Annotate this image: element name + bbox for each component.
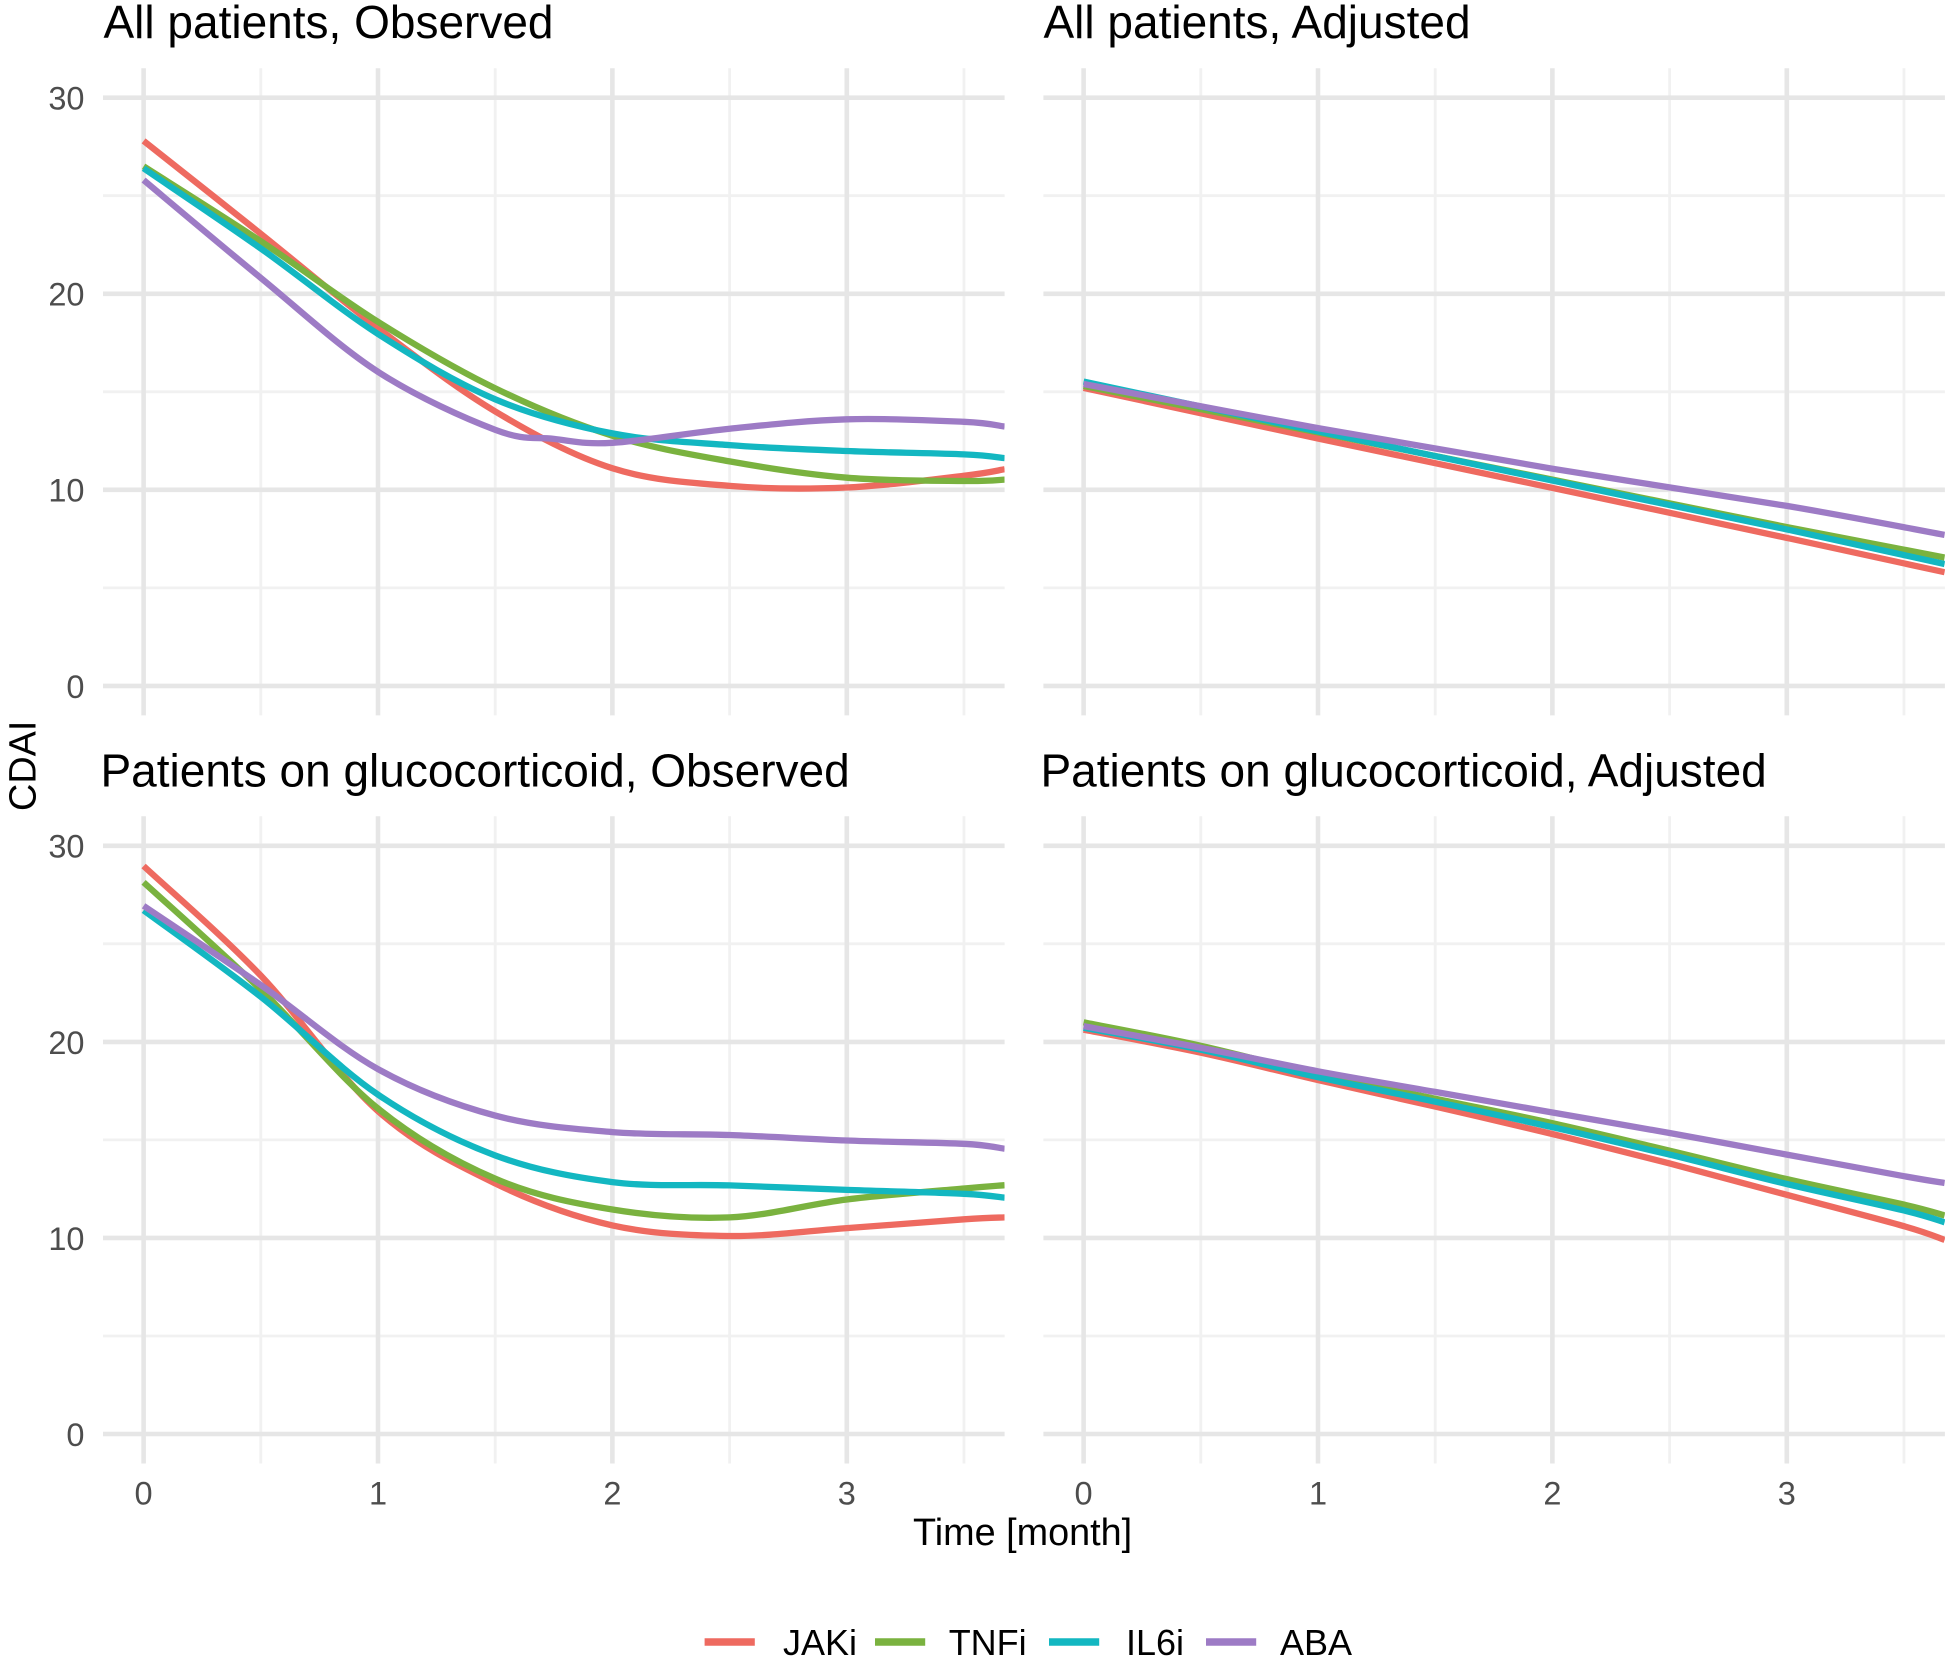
svg-text:3: 3 <box>1778 1476 1796 1512</box>
svg-text:0: 0 <box>66 669 84 705</box>
svg-text:Patients on glucocorticoid, Ob: Patients on glucocorticoid, Observed <box>101 744 850 796</box>
svg-text:1: 1 <box>1309 1476 1327 1512</box>
svg-text:2: 2 <box>1543 1476 1561 1512</box>
svg-text:Time [month]: Time [month] <box>913 1512 1132 1554</box>
svg-text:All patients, Adjusted: All patients, Adjusted <box>1044 0 1471 48</box>
svg-text:30: 30 <box>48 829 84 865</box>
svg-text:1: 1 <box>369 1476 387 1512</box>
svg-text:Patients on glucocorticoid, Ad: Patients on glucocorticoid, Adjusted <box>1041 744 1767 796</box>
svg-text:20: 20 <box>48 277 84 313</box>
svg-text:10: 10 <box>48 1221 84 1257</box>
svg-text:JAKi: JAKi <box>783 1622 857 1663</box>
svg-text:20: 20 <box>48 1025 84 1061</box>
svg-text:All patients, Observed: All patients, Observed <box>104 0 554 48</box>
svg-text:0: 0 <box>135 1476 153 1512</box>
svg-text:2: 2 <box>603 1476 621 1512</box>
svg-text:IL6i: IL6i <box>1126 1622 1184 1663</box>
svg-text:3: 3 <box>838 1476 856 1512</box>
svg-text:0: 0 <box>1075 1476 1093 1512</box>
svg-text:0: 0 <box>66 1417 84 1453</box>
svg-text:10: 10 <box>48 473 84 509</box>
svg-text:30: 30 <box>48 81 84 117</box>
svg-text:CDAI: CDAI <box>3 721 45 811</box>
svg-text:ABA: ABA <box>1280 1622 1352 1663</box>
svg-text:TNFi: TNFi <box>949 1622 1027 1663</box>
